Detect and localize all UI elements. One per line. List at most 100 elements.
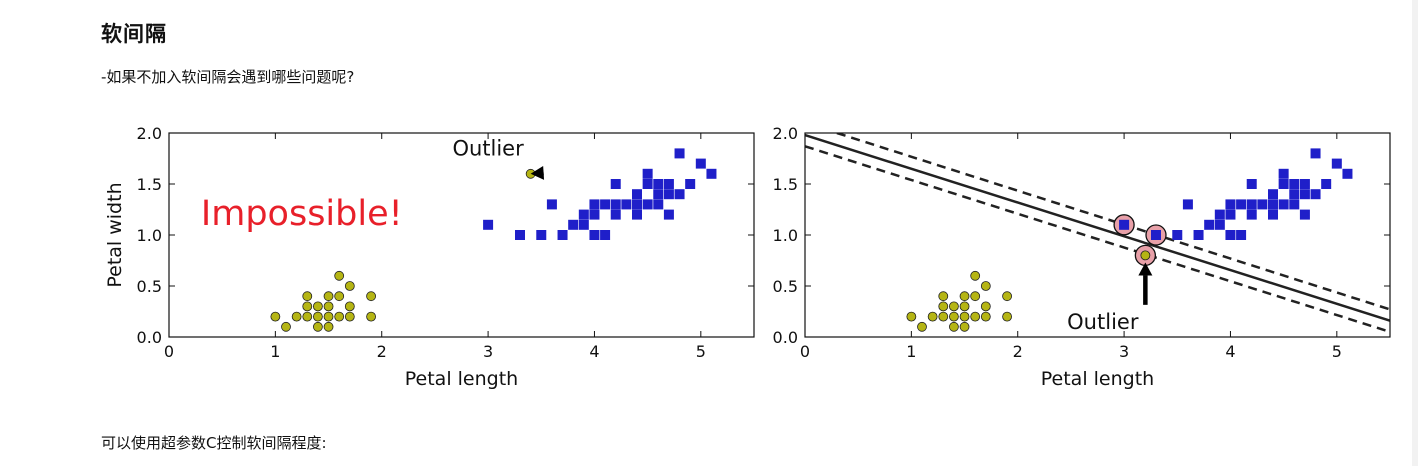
data-point-circle bbox=[938, 301, 949, 312]
y-tick-label: 1.0 bbox=[137, 226, 162, 245]
data-point-circle bbox=[281, 321, 291, 332]
data-point-square bbox=[1225, 199, 1236, 210]
data-point-circle bbox=[323, 311, 334, 322]
data-point-square bbox=[578, 219, 589, 230]
data-point-square bbox=[706, 168, 717, 179]
data-point-circle bbox=[366, 291, 376, 302]
data-point-circle bbox=[323, 321, 334, 332]
data-point-square bbox=[610, 179, 621, 189]
chart-panel-2: 0 1 2 3 4 5 0.0 0.5 1.0 1.5 2.0 Petal length Outlier bbox=[773, 124, 1391, 390]
data-point-circle bbox=[334, 270, 345, 281]
data-point-circle bbox=[938, 311, 949, 322]
data-point-square bbox=[1321, 179, 1332, 189]
footer-text: 可以使用超参数C控制软间隔程度: bbox=[101, 434, 327, 452]
y-tick-label: 2.0 bbox=[137, 124, 162, 143]
data-point-square bbox=[1246, 199, 1257, 210]
x-tick-label: 0 bbox=[164, 342, 174, 361]
data-point-square bbox=[1172, 230, 1183, 240]
data-point-square bbox=[600, 230, 611, 240]
data-point-square bbox=[674, 148, 685, 159]
data-point-square bbox=[536, 230, 547, 240]
plot-frame bbox=[168, 132, 755, 338]
data-point-square bbox=[589, 209, 600, 220]
data-point-circle bbox=[917, 321, 927, 332]
y-tick-label: 1.5 bbox=[137, 175, 162, 194]
data-point-square bbox=[642, 179, 653, 189]
data-point-circle bbox=[313, 301, 323, 312]
data-point-square bbox=[610, 209, 621, 220]
data-point-square bbox=[653, 199, 664, 210]
data-point-square bbox=[642, 168, 653, 179]
data-point-circle bbox=[302, 301, 313, 312]
data-point-square bbox=[1268, 199, 1278, 210]
y-tick-label: 1.0 bbox=[773, 226, 798, 245]
annotation-arrowhead bbox=[530, 165, 545, 180]
data-point-square bbox=[515, 230, 525, 240]
y-tick-label: 2.0 bbox=[773, 124, 798, 143]
data-point-circle bbox=[906, 311, 917, 322]
data-point-square bbox=[632, 209, 642, 220]
data-point-circle bbox=[334, 291, 345, 302]
data-point-circle bbox=[959, 301, 970, 312]
data-point-circle bbox=[302, 311, 313, 322]
data-point-square bbox=[663, 179, 674, 189]
impossible-label: Impossible! bbox=[201, 194, 403, 234]
data-point-circle bbox=[959, 321, 970, 332]
data-point-square bbox=[1331, 158, 1342, 169]
outlier-label: Outlier bbox=[452, 136, 524, 160]
question-text: -如果不加入软间隔会遇到哪些问题呢? bbox=[101, 68, 355, 86]
data-point-square bbox=[1278, 199, 1289, 210]
data-point-circle bbox=[291, 311, 302, 322]
data-point-circle bbox=[323, 301, 334, 312]
data-point-square bbox=[674, 189, 685, 200]
data-point-circle bbox=[1002, 291, 1012, 302]
data-point-square bbox=[600, 199, 611, 210]
x-tick-label: 1 bbox=[270, 342, 280, 361]
data-point-circle bbox=[1140, 250, 1151, 261]
data-point-square bbox=[1299, 179, 1310, 189]
data-point-square bbox=[1204, 219, 1215, 230]
x-tick-label: 4 bbox=[1225, 342, 1235, 361]
data-point-circle bbox=[334, 311, 345, 322]
chart-panel-1: 0 1 2 3 4 5 0.0 0.5 1.0 1.5 2.0 Petal length Petal w… bbox=[104, 124, 755, 390]
x-tick-label: 3 bbox=[1119, 342, 1129, 361]
data-point-circle bbox=[323, 291, 334, 302]
data-point-square bbox=[1289, 179, 1300, 189]
data-point-square bbox=[1278, 168, 1289, 179]
data-point-circle bbox=[344, 301, 355, 312]
data-point-square bbox=[1289, 189, 1300, 200]
y-tick-label: 1.5 bbox=[773, 175, 798, 194]
data-point-circle bbox=[302, 291, 313, 302]
data-point-square bbox=[1268, 189, 1278, 200]
x-axis-label: Petal length bbox=[405, 368, 518, 390]
data-point-square bbox=[663, 189, 674, 200]
data-point-square bbox=[1268, 209, 1278, 220]
y-tick-label: 0.5 bbox=[773, 277, 798, 296]
data-point-square bbox=[557, 230, 568, 240]
data-point-square bbox=[1310, 148, 1321, 159]
data-point-square bbox=[1342, 168, 1353, 179]
plot-frame bbox=[804, 132, 1391, 338]
data-point-square bbox=[642, 199, 653, 210]
data-point-circle bbox=[949, 301, 959, 312]
data-point-square bbox=[1182, 199, 1193, 210]
margin-line bbox=[805, 145, 1390, 334]
data-point-circle bbox=[270, 311, 281, 322]
data-point-square bbox=[1278, 179, 1289, 189]
data-point-circle bbox=[949, 321, 959, 332]
data-point-square bbox=[1225, 230, 1236, 240]
decision-boundary bbox=[805, 133, 1390, 322]
x-tick-label: 2 bbox=[1013, 342, 1023, 361]
data-point-circle bbox=[980, 281, 991, 291]
scrollbar[interactable] bbox=[1412, 0, 1418, 466]
data-point-circle bbox=[927, 311, 938, 322]
data-point-square bbox=[1236, 230, 1247, 240]
data-point-square bbox=[653, 179, 664, 189]
data-point-circle bbox=[970, 291, 981, 302]
data-point-circle bbox=[313, 311, 323, 322]
data-point-circle bbox=[1002, 311, 1012, 322]
data-point-square bbox=[1193, 230, 1204, 240]
data-point-square bbox=[1214, 209, 1225, 220]
data-point-circle bbox=[980, 311, 991, 322]
x-tick-label: 2 bbox=[377, 342, 387, 361]
